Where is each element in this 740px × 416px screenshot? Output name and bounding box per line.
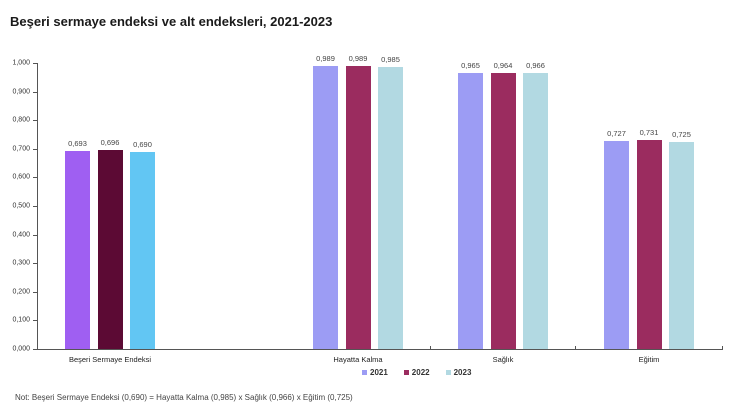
y-tick-label: 0,200 (12, 288, 30, 296)
y-tick-label: 0,600 (12, 173, 30, 181)
x-tick (722, 346, 723, 350)
bar-2023 (130, 151, 155, 349)
data-label: 0,989 (348, 54, 368, 64)
x-axis (37, 349, 723, 350)
legend-item-2022: 2022 (403, 368, 430, 377)
y-tick (33, 234, 37, 236)
bar-2021 (65, 150, 90, 349)
y-tick-label: 1,000 (12, 59, 30, 67)
y-tick (33, 206, 37, 207)
bar-2022 (490, 73, 516, 349)
footnote: Not: Beşeri Sermaye Endeksi (0,690) = Ha… (15, 393, 353, 402)
category-label: Eğitim (638, 355, 660, 364)
legend-swatch-icon (403, 370, 409, 375)
y-tick-label: 0,300 (12, 259, 30, 267)
y-tick (33, 177, 37, 179)
data-label: 0,989 (316, 54, 335, 64)
y-tick (33, 291, 37, 293)
y-tick-label: 0,500 (12, 202, 30, 210)
y-tick (33, 349, 37, 350)
bar-2023 (523, 72, 548, 349)
y-tick (33, 263, 37, 265)
y-tick-label: 0,800 (12, 116, 30, 124)
y-tick (33, 120, 37, 122)
x-tick (430, 346, 431, 350)
legend-swatch-icon (445, 370, 451, 375)
legend-label: 2021 (370, 368, 388, 377)
legend-label: 2022 (411, 368, 430, 377)
data-label: 0,727 (607, 129, 626, 139)
x-tick (575, 346, 576, 350)
data-label: 0,731 (639, 127, 659, 137)
data-label: 0,725 (672, 129, 691, 139)
legend-label: 2023 (453, 368, 472, 377)
legend-item-2023: 2023 (445, 368, 472, 377)
y-tick (33, 91, 37, 93)
y-axis (37, 63, 38, 349)
data-label: 0,965 (461, 61, 480, 70)
data-label: 0,985 (381, 55, 400, 65)
chart-title: Beşeri sermaye endeksi ve alt endeksleri… (10, 14, 333, 29)
y-tick-label: 0,400 (12, 231, 30, 239)
bar-2022 (345, 66, 371, 349)
data-label: 0,964 (493, 61, 513, 71)
legend: 2021 2022 2023 (362, 368, 471, 377)
y-tick-label: 0,100 (12, 316, 30, 324)
category-label: Beşeri Sermaye Endeksi (68, 355, 152, 364)
bar-2021 (458, 73, 483, 349)
y-tick-label: 0,000 (12, 345, 30, 353)
bar-2023 (669, 141, 694, 349)
legend-item-2021: 2021 (362, 368, 388, 377)
y-tick (33, 320, 37, 322)
bar-2022 (636, 139, 662, 349)
bar-2022 (97, 149, 123, 349)
data-label: 0,696 (100, 137, 120, 147)
bar-2023 (378, 67, 403, 349)
bar-2021 (313, 66, 338, 349)
y-tick (33, 63, 37, 64)
data-label: 0,690 (133, 139, 152, 149)
category-label: Sağlık (492, 355, 514, 364)
y-tick-label: 0,700 (12, 145, 30, 153)
legend-swatch-icon (362, 370, 367, 375)
data-label: 0,966 (526, 60, 545, 70)
bar-2021 (604, 141, 629, 349)
category-label: Hayatta Kalma (333, 355, 383, 364)
y-tick-label: 0,900 (12, 88, 30, 96)
y-tick (33, 148, 37, 150)
data-label: 0,693 (68, 138, 87, 148)
